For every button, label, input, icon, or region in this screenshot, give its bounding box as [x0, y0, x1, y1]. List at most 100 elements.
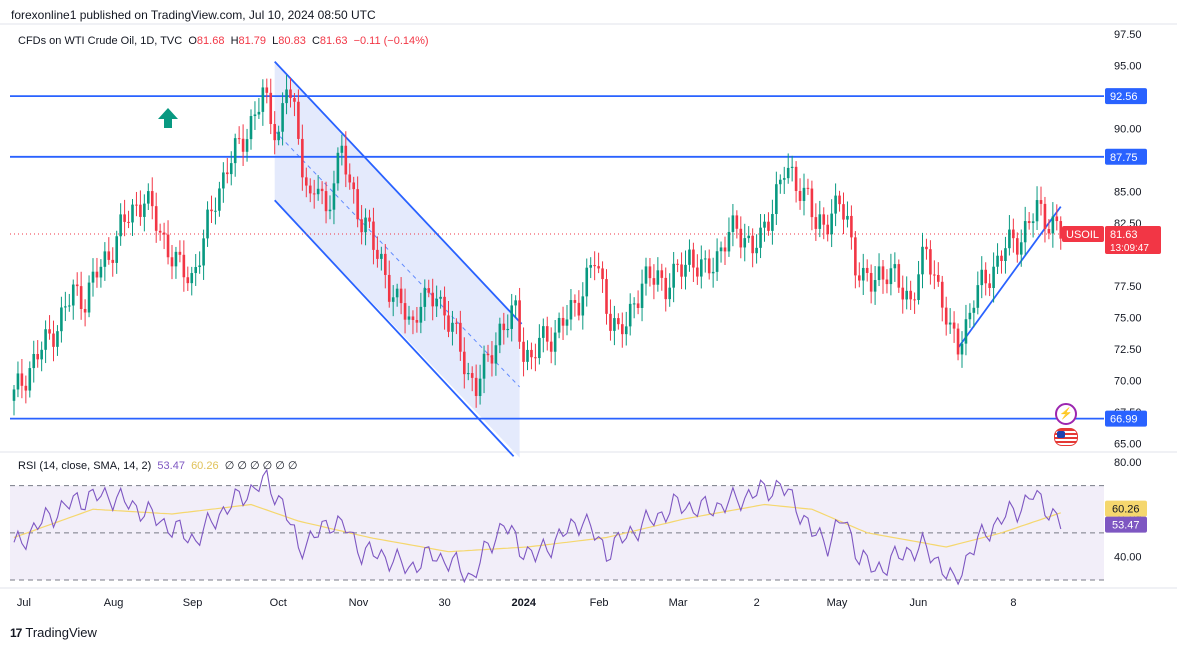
candle-body: [727, 231, 731, 252]
candle: [44, 320, 47, 364]
candle-body: [340, 145, 344, 153]
candle-body: [245, 139, 249, 152]
up-arrow-icon: [158, 108, 178, 128]
time-axis-label: 2: [754, 597, 760, 609]
candle: [12, 385, 16, 416]
candle-body: [407, 316, 411, 320]
candle: [763, 214, 766, 242]
price-tag: 81.63: [1110, 229, 1138, 241]
candle-body: [190, 273, 194, 284]
candle: [48, 315, 51, 340]
candle-body: [858, 275, 861, 281]
candle: [466, 362, 470, 381]
candle: [700, 245, 703, 289]
candle-body: [763, 221, 766, 228]
candle: [692, 242, 695, 283]
candle: [1027, 211, 1031, 230]
candle-body: [395, 288, 399, 298]
candle-body: [372, 221, 375, 250]
candle: [518, 287, 521, 349]
candle: [233, 133, 237, 177]
candle: [1035, 186, 1039, 231]
candle: [684, 250, 687, 290]
candle-body: [1016, 238, 1019, 255]
candle-body: [147, 191, 150, 204]
candle-body: [944, 307, 948, 325]
candle-body: [850, 215, 853, 238]
time-axis-label: Feb: [590, 597, 609, 609]
candle: [301, 124, 304, 191]
candle: [68, 293, 71, 312]
candle-body: [565, 319, 569, 326]
candle: [447, 300, 450, 338]
candle: [688, 239, 691, 272]
candle-body: [103, 251, 107, 267]
candle-body: [640, 283, 644, 308]
tradingview-brand[interactable]: 17 TradingView: [10, 625, 97, 640]
candle-body: [628, 303, 632, 327]
candle-body: [44, 329, 47, 350]
candle: [526, 340, 529, 371]
symbol-tag-badge: [1062, 225, 1104, 242]
candle: [226, 158, 229, 184]
candle-body: [474, 377, 478, 397]
candle-body: [826, 224, 829, 235]
candle: [648, 258, 652, 287]
candle-body: [881, 266, 885, 280]
candle-body: [739, 228, 743, 248]
candle-body: [222, 172, 225, 189]
candle-body: [897, 264, 901, 288]
candle: [387, 260, 391, 308]
candle: [403, 288, 407, 334]
candle-body: [320, 188, 324, 192]
time-axis-label: 2024: [512, 597, 537, 609]
candle-body: [1027, 221, 1031, 224]
open-value: 81.68: [196, 35, 225, 47]
candle: [640, 269, 644, 322]
candle: [427, 279, 431, 298]
candle: [241, 124, 245, 166]
change-value: −0.11 (−0.14%): [353, 35, 429, 47]
candle: [842, 192, 845, 235]
candle-body: [64, 306, 67, 308]
candle-body: [443, 296, 446, 316]
candle-body: [68, 305, 71, 307]
candle-body: [605, 279, 608, 314]
candle: [703, 250, 707, 273]
candle: [64, 291, 67, 322]
candle: [455, 318, 458, 335]
candle: [222, 162, 225, 203]
candle: [52, 320, 55, 362]
candle: [814, 203, 818, 241]
candle: [419, 292, 423, 334]
candle: [893, 252, 897, 282]
flash-icon[interactable]: ⚡: [1055, 403, 1077, 425]
level-badge: [1105, 88, 1147, 105]
us-flag-icon[interactable]: [1054, 428, 1078, 446]
candle: [443, 286, 446, 330]
candle: [328, 195, 332, 220]
time-axis-label: Sep: [183, 597, 203, 609]
candle: [909, 280, 912, 311]
candle-body: [48, 329, 51, 334]
candle-body: [794, 166, 798, 192]
price-badge: [1105, 225, 1161, 254]
candle: [482, 345, 486, 394]
candle: [305, 167, 308, 198]
candle: [451, 310, 454, 346]
candle-body: [865, 267, 869, 273]
candle: [36, 340, 39, 368]
candle-body: [202, 238, 205, 266]
candle: [91, 258, 95, 297]
candle: [960, 331, 964, 368]
candle: [988, 273, 991, 297]
candle-body: [150, 191, 154, 207]
countdown: 13:09:47: [1110, 243, 1149, 254]
candle: [131, 199, 134, 236]
candle-body: [269, 92, 273, 125]
candle: [889, 253, 893, 296]
candle-body: [194, 267, 197, 274]
candle: [154, 192, 158, 243]
candle-body: [818, 214, 822, 229]
